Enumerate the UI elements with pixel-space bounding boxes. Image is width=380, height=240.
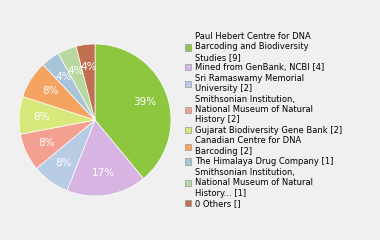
Wedge shape (95, 44, 171, 179)
Text: 4%: 4% (80, 62, 97, 72)
Wedge shape (23, 65, 95, 120)
Text: 17%: 17% (92, 168, 115, 178)
Text: 4%: 4% (55, 72, 72, 82)
Wedge shape (67, 120, 143, 196)
Text: 39%: 39% (133, 97, 157, 107)
Text: 8%: 8% (34, 112, 50, 122)
Legend: Paul Hebert Centre for DNA
Barcoding and Biodiversity
Studies [9], Mined from Ge: Paul Hebert Centre for DNA Barcoding and… (185, 32, 342, 208)
Text: 8%: 8% (42, 86, 59, 96)
Wedge shape (43, 54, 95, 120)
Wedge shape (19, 96, 95, 134)
Text: 4%: 4% (67, 66, 84, 76)
Wedge shape (59, 46, 95, 120)
Wedge shape (76, 44, 95, 120)
Text: 8%: 8% (39, 138, 55, 148)
Wedge shape (36, 120, 95, 191)
Text: 8%: 8% (55, 158, 72, 168)
Wedge shape (21, 120, 95, 168)
